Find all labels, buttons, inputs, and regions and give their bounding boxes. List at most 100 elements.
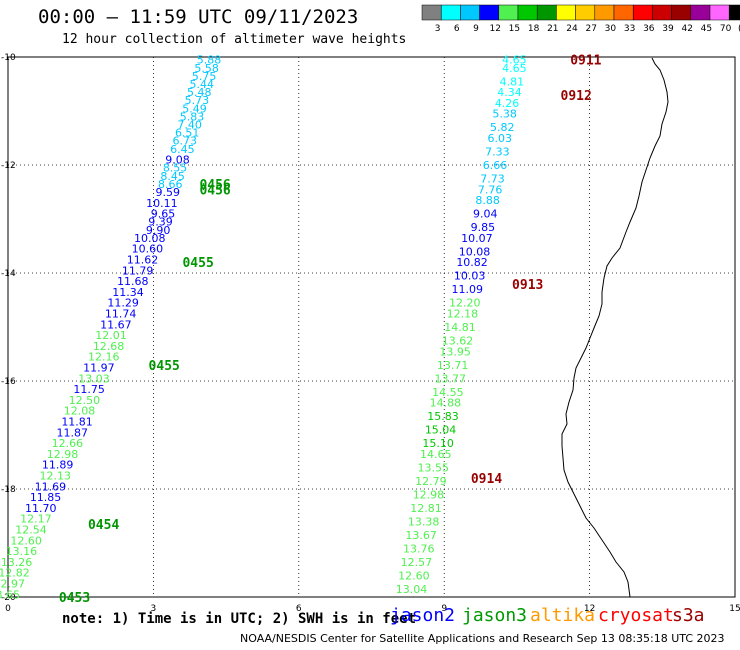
pass-time-label: 0455 bbox=[182, 256, 213, 271]
swh-value: 5.73 bbox=[185, 94, 210, 107]
swh-value: 4.65 bbox=[502, 62, 527, 75]
swh-value: 11.09 bbox=[451, 283, 483, 296]
swh-value: 4.65 bbox=[502, 54, 527, 67]
colorbar-swatch bbox=[440, 4, 461, 21]
swh-value: 14.81 bbox=[444, 321, 476, 334]
swh-value: 8.45 bbox=[160, 170, 185, 183]
pass-time-label: 0911 bbox=[570, 54, 601, 69]
x-tick-label: 0 bbox=[5, 604, 11, 614]
legend-item-jason3: jason3 bbox=[462, 605, 528, 626]
colorbar-swatch bbox=[556, 4, 576, 21]
swh-value: 6.03 bbox=[488, 132, 513, 145]
swh-value: 13.76 bbox=[403, 542, 435, 555]
x-tick-label: 3 bbox=[151, 604, 157, 614]
legend-item-altika: altika bbox=[530, 605, 596, 626]
colorbar-swatch bbox=[632, 4, 653, 21]
swh-value: 12.82 bbox=[0, 567, 30, 580]
swh-value: 13.03 bbox=[78, 372, 110, 385]
swh-value: 11.79 bbox=[122, 264, 154, 277]
colorbar-swatch bbox=[728, 4, 740, 21]
swh-value: 5.48 bbox=[187, 86, 212, 99]
swh-value: 8.55 bbox=[163, 162, 188, 175]
swh-value: 11.87 bbox=[56, 426, 88, 439]
swh-value: 9.85 bbox=[471, 221, 496, 234]
colorbar-label: 6 bbox=[454, 24, 460, 34]
page-title: 00:00 – 11:59 UTC 09/11/2023 bbox=[38, 6, 359, 28]
swh-value: 5.44 bbox=[189, 78, 214, 91]
swh-value: 9.39 bbox=[148, 216, 173, 229]
swh-value: 5.49 bbox=[182, 102, 207, 115]
y-tick-label: -20 bbox=[1, 593, 16, 603]
swh-marks: 5.885.585.755.445.485.735.495.837.406.51… bbox=[0, 54, 602, 606]
coastline bbox=[561, 57, 669, 598]
swh-value: 15.83 bbox=[427, 410, 459, 423]
legend-item-s3a: s3a bbox=[672, 605, 705, 626]
swh-value: 13.55 bbox=[418, 461, 450, 474]
swh-value: 10.82 bbox=[456, 256, 488, 269]
colorbar-swatch bbox=[690, 4, 711, 21]
swh-value: 11.75 bbox=[73, 383, 105, 396]
swh-value: 5.38 bbox=[492, 108, 517, 121]
colorbar-swatch bbox=[479, 4, 500, 21]
swh-value: 12.98 bbox=[47, 448, 79, 461]
y-tick-label: -14 bbox=[1, 269, 16, 279]
y-tick-label: -12 bbox=[1, 161, 16, 171]
colorbar-label: 27 bbox=[585, 24, 596, 34]
swh-value: 4.26 bbox=[495, 97, 520, 110]
y-tick-label: -10 bbox=[1, 53, 16, 63]
colorbar-label: 30 bbox=[605, 24, 617, 34]
swh-value: 13.71 bbox=[437, 359, 469, 372]
swh-value: 6.45 bbox=[170, 143, 195, 156]
swh-value: 13.62 bbox=[442, 335, 474, 348]
x-tick-label: 9 bbox=[441, 604, 447, 614]
colorbar-swatch bbox=[594, 4, 615, 21]
colorbar-label: (ft) bbox=[738, 24, 740, 34]
swh-value: 7.73 bbox=[480, 173, 505, 186]
swh-value: 10.11 bbox=[146, 197, 178, 210]
colorbar-label: 24 bbox=[566, 24, 578, 34]
swh-value: 5.75 bbox=[192, 70, 217, 83]
colorbar-swatch bbox=[652, 4, 672, 21]
note-text: note: 1) Time is in UTC; 2) SWH is in fe… bbox=[62, 611, 417, 627]
colorbar-label: 70 bbox=[720, 24, 732, 34]
swh-value: 11.67 bbox=[100, 318, 132, 331]
pass-time-label: 0456 bbox=[199, 178, 230, 193]
colorbar-swatch bbox=[460, 4, 480, 21]
pass-time-label: 0912 bbox=[561, 89, 592, 104]
y-tick-label: -16 bbox=[1, 377, 16, 387]
swh-value: 5.83 bbox=[180, 110, 205, 123]
colorbar-swatch bbox=[517, 4, 538, 21]
swh-value: 11.81 bbox=[61, 416, 93, 429]
swh-value: 10.07 bbox=[461, 232, 493, 245]
x-tick-label: 15 bbox=[729, 604, 740, 614]
swh-value: 9.08 bbox=[165, 154, 190, 167]
swh-value: 12.79 bbox=[415, 475, 447, 488]
swh-value: 4.34 bbox=[497, 86, 522, 99]
swh-value: 12.01 bbox=[95, 329, 127, 342]
swh-value: 11.97 bbox=[83, 362, 115, 375]
swh-value: 9.04 bbox=[473, 208, 498, 221]
colorbar-label: 15 bbox=[509, 24, 520, 34]
swh-value: 15.04 bbox=[425, 424, 457, 437]
legend-item-cryosat: cryosat bbox=[598, 605, 674, 626]
colorbar-swatch bbox=[671, 4, 692, 21]
swh-value: 5.82 bbox=[490, 121, 515, 134]
pass-time-label: 0454 bbox=[88, 518, 119, 533]
axes: 0 3 6 9 12 15 -10 -12 -14 -16 -18 -20 bbox=[1, 53, 740, 614]
swh-value: 9.90 bbox=[146, 224, 171, 237]
colorbar-swatch bbox=[613, 4, 634, 21]
swh-value: 12.97 bbox=[0, 578, 25, 591]
pass-time-label: 0456 bbox=[199, 183, 230, 198]
swh-value: 5.88 bbox=[197, 54, 222, 67]
swh-value: 14.65 bbox=[420, 448, 452, 461]
swh-value: 11.85 bbox=[30, 491, 62, 504]
swh-value: 13.38 bbox=[408, 515, 440, 528]
swh-value: 11.29 bbox=[107, 297, 139, 310]
colorbar-swatch bbox=[498, 4, 519, 21]
swh-value: 12.57 bbox=[401, 556, 433, 569]
swh-value: 9.65 bbox=[151, 208, 176, 221]
colorbar-swatch bbox=[709, 4, 730, 21]
colorbar-label: 18 bbox=[528, 24, 540, 34]
colorbar-label: 42 bbox=[681, 24, 692, 34]
colorbar-label: 3 bbox=[435, 24, 441, 34]
